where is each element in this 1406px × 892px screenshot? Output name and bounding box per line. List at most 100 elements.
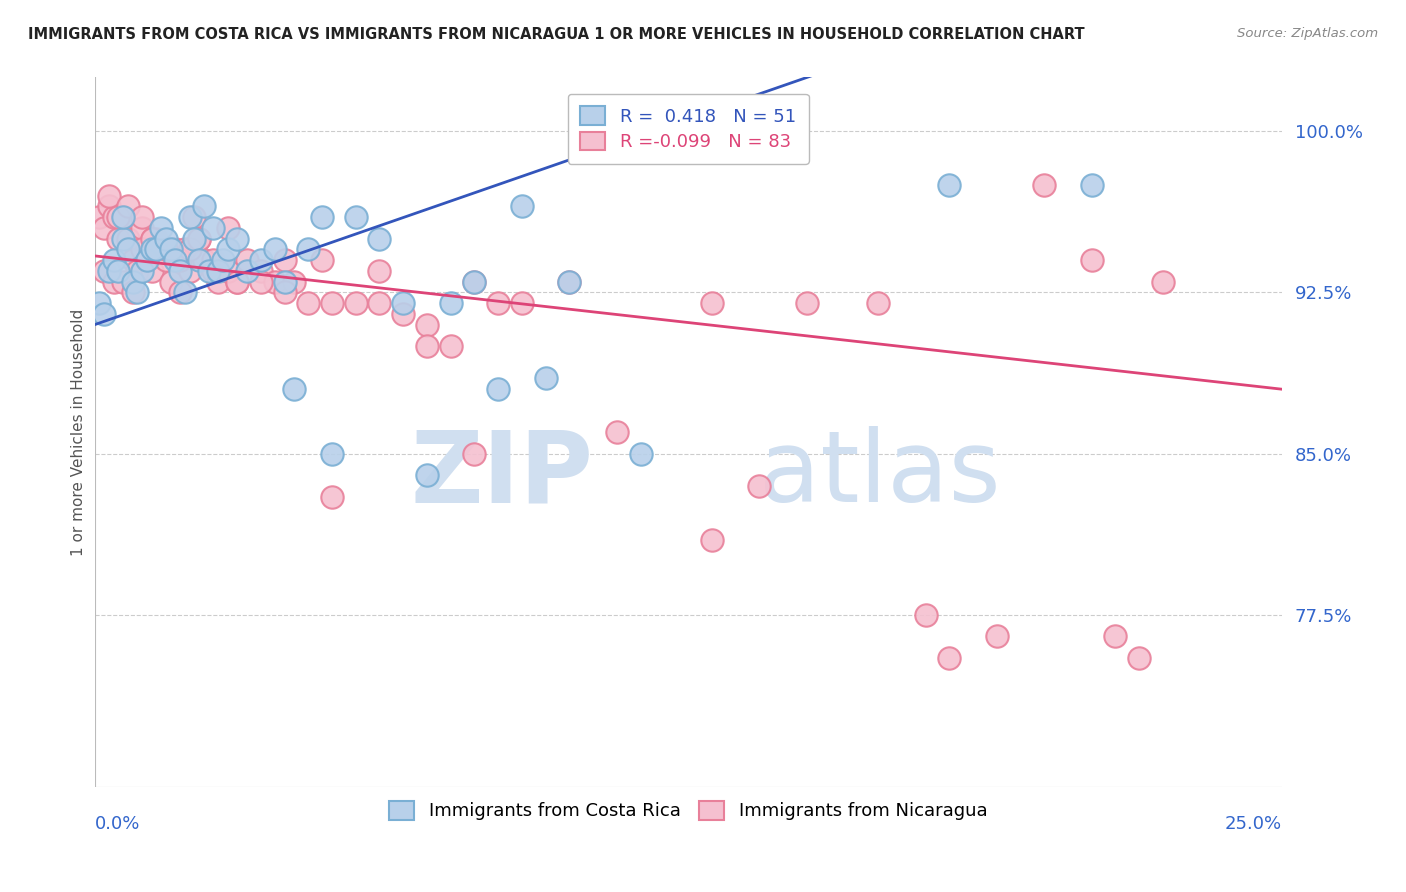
Point: [165, 253, 187, 268]
Point: [193, 199, 215, 213]
Point: [188, 253, 211, 268]
Point: [1080, 253, 1102, 268]
Text: ZIP: ZIP: [411, 426, 593, 524]
Point: [273, 275, 295, 289]
Point: [173, 243, 195, 257]
Point: [141, 243, 163, 257]
Point: [311, 210, 333, 224]
Point: [986, 629, 1008, 643]
Point: [155, 232, 177, 246]
Point: [264, 243, 287, 257]
Point: [188, 232, 211, 246]
Point: [344, 296, 367, 310]
Point: [392, 307, 415, 321]
Point: [155, 243, 177, 257]
Point: [226, 275, 249, 289]
Point: [112, 232, 135, 246]
Point: [112, 210, 135, 224]
Point: [796, 296, 818, 310]
Point: [112, 210, 135, 224]
Point: [534, 371, 557, 385]
Point: [264, 275, 287, 289]
Point: [226, 232, 249, 246]
Point: [392, 296, 415, 310]
Point: [463, 275, 485, 289]
Point: [179, 210, 201, 224]
Point: [197, 264, 219, 278]
Point: [510, 296, 533, 310]
Point: [173, 285, 195, 300]
Point: [103, 275, 125, 289]
Point: [131, 210, 153, 224]
Point: [283, 382, 305, 396]
Point: [1104, 629, 1126, 643]
Point: [97, 199, 120, 213]
Point: [868, 296, 890, 310]
Point: [107, 232, 129, 246]
Point: [249, 275, 271, 289]
Point: [121, 275, 143, 289]
Point: [416, 468, 439, 483]
Point: [938, 178, 960, 192]
Point: [217, 243, 239, 257]
Point: [226, 275, 249, 289]
Point: [321, 296, 343, 310]
Point: [107, 210, 129, 224]
Point: [368, 232, 391, 246]
Point: [93, 264, 115, 278]
Point: [131, 264, 153, 278]
Point: [235, 264, 257, 278]
Point: [700, 533, 723, 547]
Point: [217, 264, 239, 278]
Point: [416, 339, 439, 353]
Point: [1152, 275, 1174, 289]
Point: [183, 232, 205, 246]
Point: [748, 479, 770, 493]
Point: [700, 296, 723, 310]
Point: [311, 253, 333, 268]
Point: [117, 199, 139, 213]
Point: [183, 210, 205, 224]
Point: [159, 243, 181, 257]
Point: [169, 264, 191, 278]
Point: [89, 296, 111, 310]
Point: [486, 296, 509, 310]
Text: IMMIGRANTS FROM COSTA RICA VS IMMIGRANTS FROM NICARAGUA 1 OR MORE VEHICLES IN HO: IMMIGRANTS FROM COSTA RICA VS IMMIGRANTS…: [28, 27, 1085, 42]
Point: [117, 243, 139, 257]
Point: [135, 253, 157, 268]
Point: [297, 296, 319, 310]
Point: [103, 210, 125, 224]
Point: [97, 188, 120, 202]
Point: [150, 221, 173, 235]
Point: [440, 296, 463, 310]
Point: [938, 651, 960, 665]
Point: [127, 264, 149, 278]
Point: [155, 253, 177, 268]
Text: Source: ZipAtlas.com: Source: ZipAtlas.com: [1237, 27, 1378, 40]
Point: [368, 264, 391, 278]
Point: [150, 243, 173, 257]
Point: [93, 307, 115, 321]
Text: 25.0%: 25.0%: [1225, 815, 1282, 833]
Point: [188, 232, 211, 246]
Point: [463, 275, 485, 289]
Point: [121, 285, 143, 300]
Point: [89, 210, 111, 224]
Point: [165, 243, 187, 257]
Point: [558, 275, 581, 289]
Point: [93, 221, 115, 235]
Point: [145, 243, 167, 257]
Point: [169, 253, 191, 268]
Point: [211, 253, 233, 268]
Point: [558, 275, 581, 289]
Point: [179, 243, 201, 257]
Point: [141, 264, 163, 278]
Point: [606, 425, 628, 440]
Point: [440, 339, 463, 353]
Point: [131, 221, 153, 235]
Point: [159, 275, 181, 289]
Point: [135, 253, 157, 268]
Point: [141, 232, 163, 246]
Point: [486, 382, 509, 396]
Point: [202, 253, 225, 268]
